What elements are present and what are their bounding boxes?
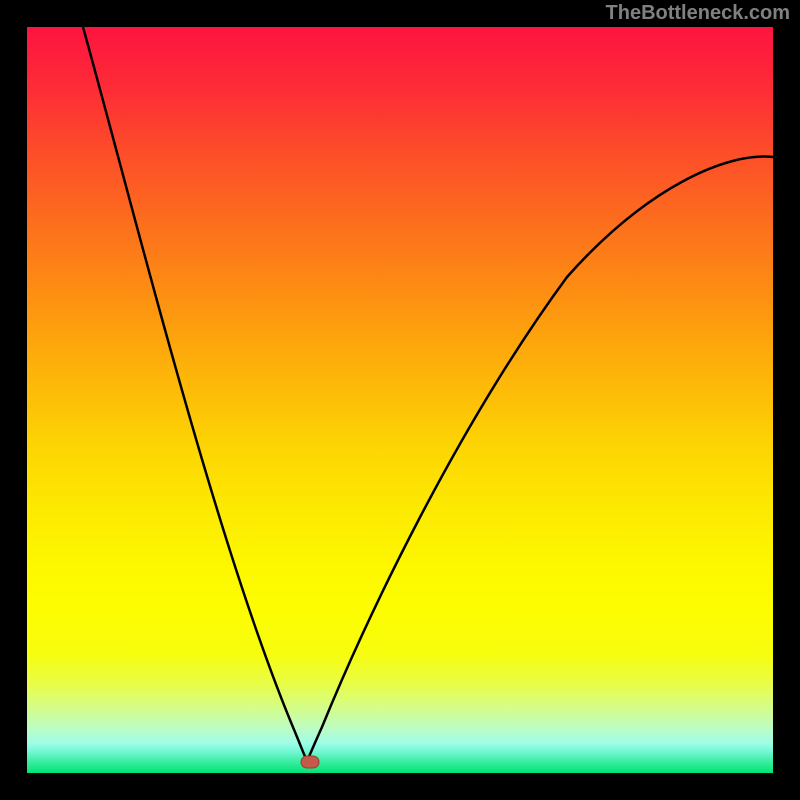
min-marker: [301, 756, 319, 768]
chart-container: TheBottleneck.com: [0, 0, 800, 800]
plot-svg: [27, 27, 773, 773]
gradient-background: [27, 27, 773, 773]
watermark-text: TheBottleneck.com: [606, 2, 790, 25]
plot-area: [27, 27, 773, 773]
